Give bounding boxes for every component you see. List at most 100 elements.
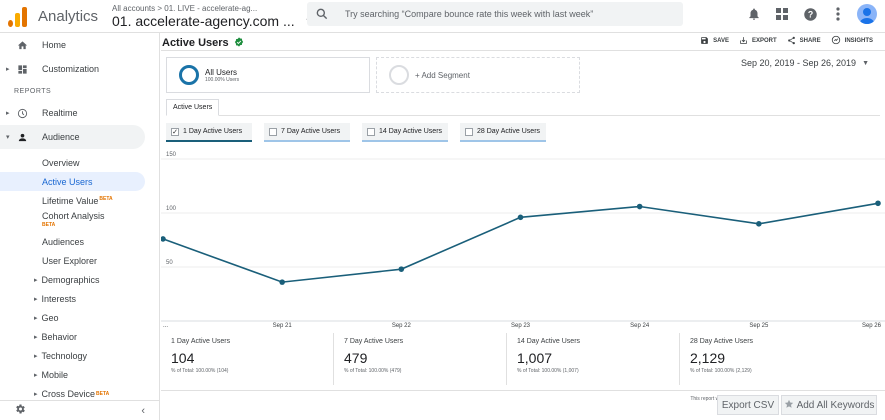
metric-tab-1-day[interactable]: ✓ 1 Day Active Users: [166, 123, 252, 142]
report-title: Active Users: [162, 37, 229, 49]
sidebar-item-technology[interactable]: ▸ Technology: [0, 346, 145, 365]
share-button[interactable]: SHARE: [787, 35, 821, 47]
x-tick-label: Sep 26: [862, 323, 882, 329]
app-title: Analytics: [38, 7, 99, 25]
line-chart: 150 100 50... Sep 21 Sep 22 Sep 23 Sep 24 Sep 2…: [160, 151, 885, 329]
x-tick-label: ...: [163, 323, 168, 329]
collapse-sidebar-icon[interactable]: ‹: [141, 404, 145, 417]
sidebar-label: Geo: [41, 312, 59, 323]
beta-badge: BETA: [96, 390, 110, 397]
date-range-label: Sep 20, 2019 - Sep 26, 2019: [740, 58, 857, 68]
sidebar-item-audience[interactable]: ▾ Audience: [0, 125, 145, 149]
checkbox[interactable]: [269, 127, 277, 136]
sidebar-label: Realtime: [42, 108, 78, 118]
dashboard-icon: [14, 64, 30, 75]
sidebar-item-interests[interactable]: ▸ Interests: [0, 289, 145, 308]
sidebar-item-demographics[interactable]: ▸ Demographics: [0, 270, 145, 289]
save-button[interactable]: SAVE: [700, 35, 729, 47]
sidebar-item-geo[interactable]: ▸ Geo: [0, 308, 145, 327]
person-icon: [14, 132, 30, 143]
data-point: [756, 221, 762, 227]
sidebar-item-active-users[interactable]: Active Users: [0, 172, 145, 191]
svg-text:?: ?: [807, 9, 812, 19]
data-point: [279, 279, 285, 285]
checkbox[interactable]: [465, 127, 473, 136]
date-range-picker[interactable]: Sep 20, 2019 - Sep 26, 2019 ▼: [741, 58, 869, 68]
star-icon: [784, 399, 794, 412]
sidebar-item-behavior[interactable]: ▸ Behavior: [0, 327, 145, 346]
scorecard-value: 2,129: [690, 350, 726, 366]
add-segment-label: + Add Segment: [415, 70, 470, 80]
x-tick-label: Sep 24: [630, 323, 650, 329]
analytics-logo[interactable]: [8, 5, 30, 27]
metric-tab-28-day[interactable]: 28 Day Active Users: [460, 123, 546, 142]
checkbox-checked[interactable]: ✓: [171, 127, 179, 136]
sidebar-item-customization[interactable]: ▸ Customization: [0, 57, 159, 81]
avatar[interactable]: [857, 4, 877, 24]
metric-label: 14 Day Active Users: [379, 128, 443, 135]
add-all-keywords-button[interactable]: Add All Keywords: [781, 395, 877, 415]
sidebar-item-user-explorer[interactable]: User Explorer: [42, 255, 98, 266]
sidebar-label: Interests: [41, 293, 77, 304]
scorecard-value: 1,007: [517, 350, 553, 366]
bell-icon[interactable]: [745, 5, 763, 23]
property-name: 01. accelerate-agency.com ...: [112, 12, 295, 29]
metric-selector: ✓ 1 Day Active Users 7 Day Active Users 1…: [166, 123, 546, 142]
metric-label: 1 Day Active Users: [183, 128, 243, 135]
insights-button[interactable]: INSIGHTS: [831, 35, 873, 47]
summary-scorecards: 1 Day Active Users 104 % of Total: 100.0…: [161, 333, 885, 385]
sidebar-label: Behavior: [41, 331, 78, 342]
expand-arrow-icon: ▸: [6, 110, 10, 117]
data-point: [160, 236, 166, 242]
scorecard-value: 479: [344, 350, 368, 366]
apps-grid-icon[interactable]: [773, 5, 791, 23]
sidebar-item-home[interactable]: Home: [0, 33, 159, 57]
verified-check-icon: [234, 34, 244, 52]
metric-label: 7 Day Active Users: [281, 128, 341, 135]
sidebar-label: Cohort Analysis: [42, 211, 105, 221]
metric-tab-14-day[interactable]: 14 Day Active Users: [362, 123, 448, 142]
x-tick-label: Sep 25: [749, 323, 769, 329]
data-point: [636, 203, 643, 210]
checkbox[interactable]: [367, 127, 375, 136]
sidebar-item-mobile[interactable]: ▸ Mobile: [0, 365, 145, 384]
tab-active-users[interactable]: Active Users: [166, 99, 220, 116]
gear-icon[interactable]: [14, 402, 26, 420]
metric-tab-7-day[interactable]: 7 Day Active Users: [264, 123, 350, 142]
metric-label: 28 Day Active Users: [477, 128, 541, 135]
segment-all-users[interactable]: All Users 100.00% Users: [166, 57, 370, 93]
scorecard-value: 104: [171, 350, 195, 366]
search-input[interactable]: [345, 9, 675, 19]
account-selector[interactable]: All accounts > 01. LIVE - accelerate-ag.…: [112, 4, 314, 29]
reports-section-label: REPORTS: [14, 87, 52, 95]
sidebar-item-lifetime-value[interactable]: Lifetime ValueBETA: [0, 191, 145, 210]
chart-svg: 150 100 50... Sep 21 Sep 22 Sep 23 Sep 24 Sep 2…: [160, 152, 885, 329]
scorecard-label: 28 Day Active Users: [690, 338, 754, 345]
help-icon[interactable]: ?: [801, 5, 819, 23]
scorecard: 14 Day Active Users 1,007 % of Total: 10…: [507, 333, 680, 385]
scorecard-label: 7 Day Active Users: [344, 338, 404, 345]
export-button[interactable]: EXPORT: [739, 35, 777, 47]
sidebar-item-overview[interactable]: Overview: [42, 157, 80, 168]
scorecard-total: % of Total: 100.00% (1,007): [517, 368, 579, 374]
more-vert-icon[interactable]: [829, 5, 847, 23]
add-segment-button[interactable]: + Add Segment: [376, 57, 580, 93]
expand-arrow-icon: ▸: [34, 390, 38, 398]
sidebar-label: Mobile: [41, 369, 69, 380]
expand-arrow-icon: ▸: [34, 333, 38, 341]
segment-name: All Users: [205, 67, 238, 77]
sidebar-item-audiences[interactable]: Audiences: [42, 236, 85, 247]
sidebar-item-realtime[interactable]: ▸ Realtime: [0, 101, 159, 125]
sidebar-label: Cross Device: [41, 388, 96, 399]
explorer-tabs: Active Users: [166, 99, 880, 116]
sidebar-label: Technology: [41, 350, 88, 361]
top-bar: Analytics All accounts > 01. LIVE - acce…: [0, 0, 885, 33]
export-csv-button[interactable]: Export CSV: [717, 395, 779, 415]
sidebar-item-cross-device[interactable]: ▸ Cross Device BETA: [0, 384, 145, 403]
save-icon: [700, 36, 709, 47]
sidebar-label: Audience: [42, 132, 80, 142]
home-icon: [14, 40, 30, 51]
sidebar-item-cohort-analysis[interactable]: Cohort Analysis BETA: [0, 210, 145, 232]
empty-segment-ring-icon: [389, 65, 409, 85]
search-box[interactable]: [307, 2, 683, 26]
